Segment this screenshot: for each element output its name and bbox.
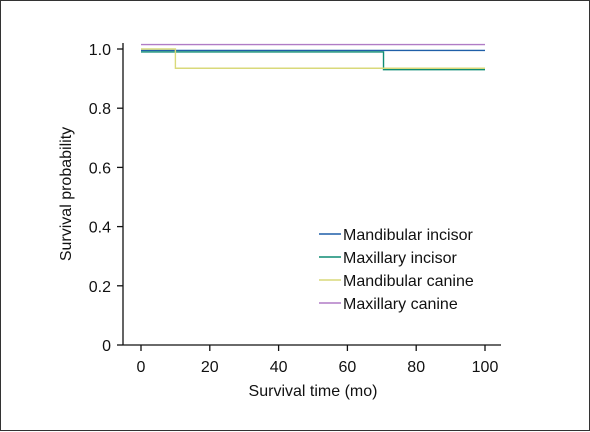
y-tick-label: 0.2: [89, 279, 111, 296]
ticks: 0 20 40 60 80 100 0 0.2 0.4 0.6 0.8 1.0: [89, 42, 499, 376]
series-line-3: [141, 48, 485, 69]
y-axis-title: Survival probability: [58, 127, 75, 261]
y-tick-label: 0: [102, 338, 111, 355]
x-tick-label: 100: [472, 359, 499, 376]
x-axis-title: Survival time (mo): [249, 383, 378, 400]
legend: Mandibular incisor Maxillary incisor Mandi…: [319, 227, 474, 313]
y-tick-label: 0.6: [89, 160, 111, 177]
series-lines: [141, 43, 485, 71]
x-tick-label: 40: [270, 359, 288, 376]
axes: [122, 43, 501, 346]
legend-label: Mandibular canine: [343, 273, 474, 290]
legend-label: Maxillary incisor: [343, 250, 457, 267]
series-line-2: [141, 51, 485, 71]
x-tick-label: 80: [407, 359, 425, 376]
y-tick-label: 0.4: [89, 220, 111, 237]
x-tick-label: 20: [201, 359, 219, 376]
y-tick-label: 0.8: [89, 101, 111, 118]
y-tick-label: 1.0: [89, 42, 111, 59]
legend-label: Maxillary canine: [343, 296, 458, 313]
x-tick-label: 0: [137, 359, 146, 376]
x-tick-label: 60: [339, 359, 357, 376]
legend-label: Mandibular incisor: [343, 227, 474, 244]
